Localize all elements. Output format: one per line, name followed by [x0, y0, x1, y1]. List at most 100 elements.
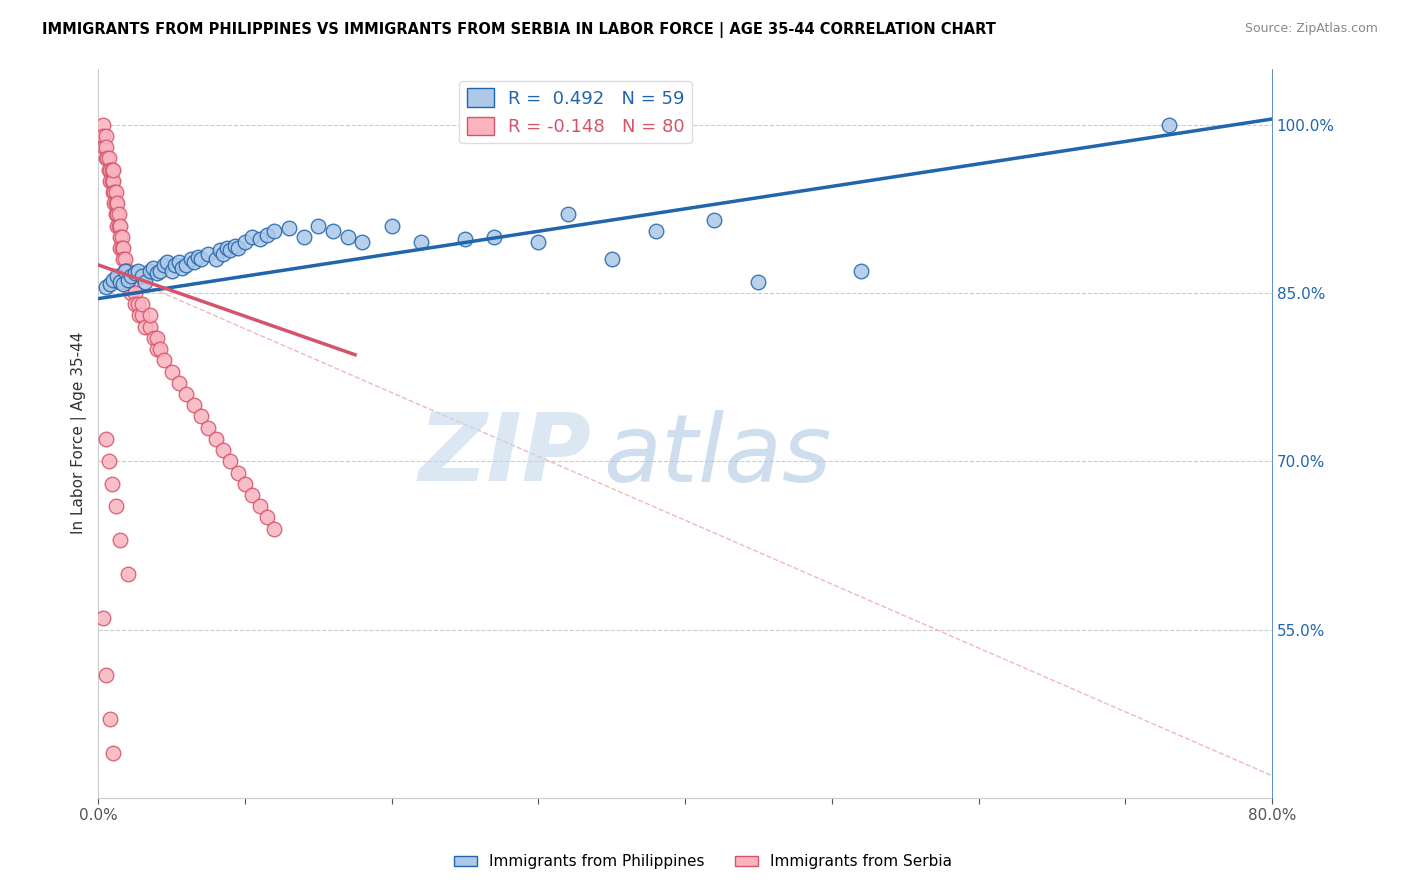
Point: [209, 244, 232, 258]
Point: [149, 342, 172, 356]
Point: [103, 196, 125, 211]
Point: [278, 220, 301, 235]
Point: [322, 224, 344, 238]
Point: [233, 235, 256, 250]
Point: [97, 151, 120, 165]
Point: [138, 319, 160, 334]
Point: [134, 319, 156, 334]
Point: [117, 263, 139, 277]
Y-axis label: In Labor Force | Age 35-44: In Labor Force | Age 35-44: [72, 332, 87, 534]
Point: [111, 230, 134, 244]
Point: [249, 500, 271, 514]
Point: [117, 566, 139, 581]
Point: [167, 376, 190, 390]
Point: [170, 261, 193, 276]
Text: ZIP: ZIP: [419, 409, 592, 501]
Point: [197, 246, 219, 260]
Point: [91, 128, 114, 143]
Point: [153, 353, 176, 368]
Point: [352, 235, 374, 250]
Point: [124, 285, 146, 300]
Point: [747, 275, 769, 289]
Point: [134, 275, 156, 289]
Point: [100, 174, 122, 188]
Point: [114, 263, 136, 277]
Text: Source: ZipAtlas.com: Source: ZipAtlas.com: [1244, 22, 1378, 36]
Point: [103, 185, 125, 199]
Point: [120, 285, 142, 300]
Point: [703, 213, 725, 227]
Point: [176, 258, 198, 272]
Point: [183, 254, 205, 268]
Point: [115, 263, 138, 277]
Text: atlas: atlas: [603, 409, 831, 500]
Point: [212, 246, 235, 260]
Point: [100, 476, 122, 491]
Point: [242, 230, 264, 244]
Point: [160, 263, 183, 277]
Point: [107, 219, 129, 233]
Point: [107, 207, 129, 221]
Point: [146, 342, 169, 356]
Point: [242, 488, 264, 502]
Point: [381, 219, 404, 233]
Point: [187, 250, 209, 264]
Point: [101, 746, 124, 760]
Point: [101, 174, 124, 188]
Point: [101, 162, 124, 177]
Point: [94, 667, 117, 681]
Point: [131, 297, 153, 311]
Point: [111, 241, 134, 255]
Point: [167, 254, 190, 268]
Point: [100, 162, 122, 177]
Point: [112, 252, 135, 267]
Point: [94, 140, 117, 154]
Point: [644, 224, 666, 238]
Point: [146, 331, 169, 345]
Point: [94, 151, 117, 165]
Point: [112, 277, 135, 291]
Point: [124, 297, 146, 311]
Point: [226, 466, 249, 480]
Point: [557, 207, 579, 221]
Point: [484, 230, 506, 244]
Point: [138, 263, 160, 277]
Point: [94, 432, 117, 446]
Point: [98, 162, 121, 177]
Point: [600, 252, 623, 267]
Point: [110, 230, 132, 244]
Point: [212, 443, 235, 458]
Point: [110, 275, 132, 289]
Point: [97, 454, 120, 468]
Point: [114, 263, 136, 277]
Point: [142, 261, 165, 276]
Point: [1159, 118, 1181, 132]
Point: [249, 232, 271, 246]
Point: [117, 272, 139, 286]
Point: [217, 241, 239, 255]
Legend: Immigrants from Philippines, Immigrants from Serbia: Immigrants from Philippines, Immigrants …: [447, 848, 959, 875]
Point: [131, 269, 153, 284]
Point: [101, 272, 124, 286]
Point: [104, 207, 127, 221]
Point: [98, 174, 121, 188]
Point: [307, 219, 329, 233]
Point: [98, 713, 121, 727]
Point: [163, 258, 186, 272]
Point: [115, 275, 138, 289]
Point: [127, 297, 149, 311]
Point: [233, 476, 256, 491]
Point: [527, 235, 550, 250]
Point: [256, 510, 278, 524]
Point: [204, 432, 226, 446]
Point: [108, 219, 131, 233]
Point: [101, 185, 124, 199]
Point: [124, 266, 146, 280]
Point: [256, 227, 278, 242]
Legend: R =  0.492   N = 59, R = -0.148   N = 80: R = 0.492 N = 59, R = -0.148 N = 80: [460, 81, 692, 144]
Point: [336, 230, 359, 244]
Point: [849, 263, 872, 277]
Point: [107, 196, 129, 211]
Point: [97, 162, 120, 177]
Point: [94, 280, 117, 294]
